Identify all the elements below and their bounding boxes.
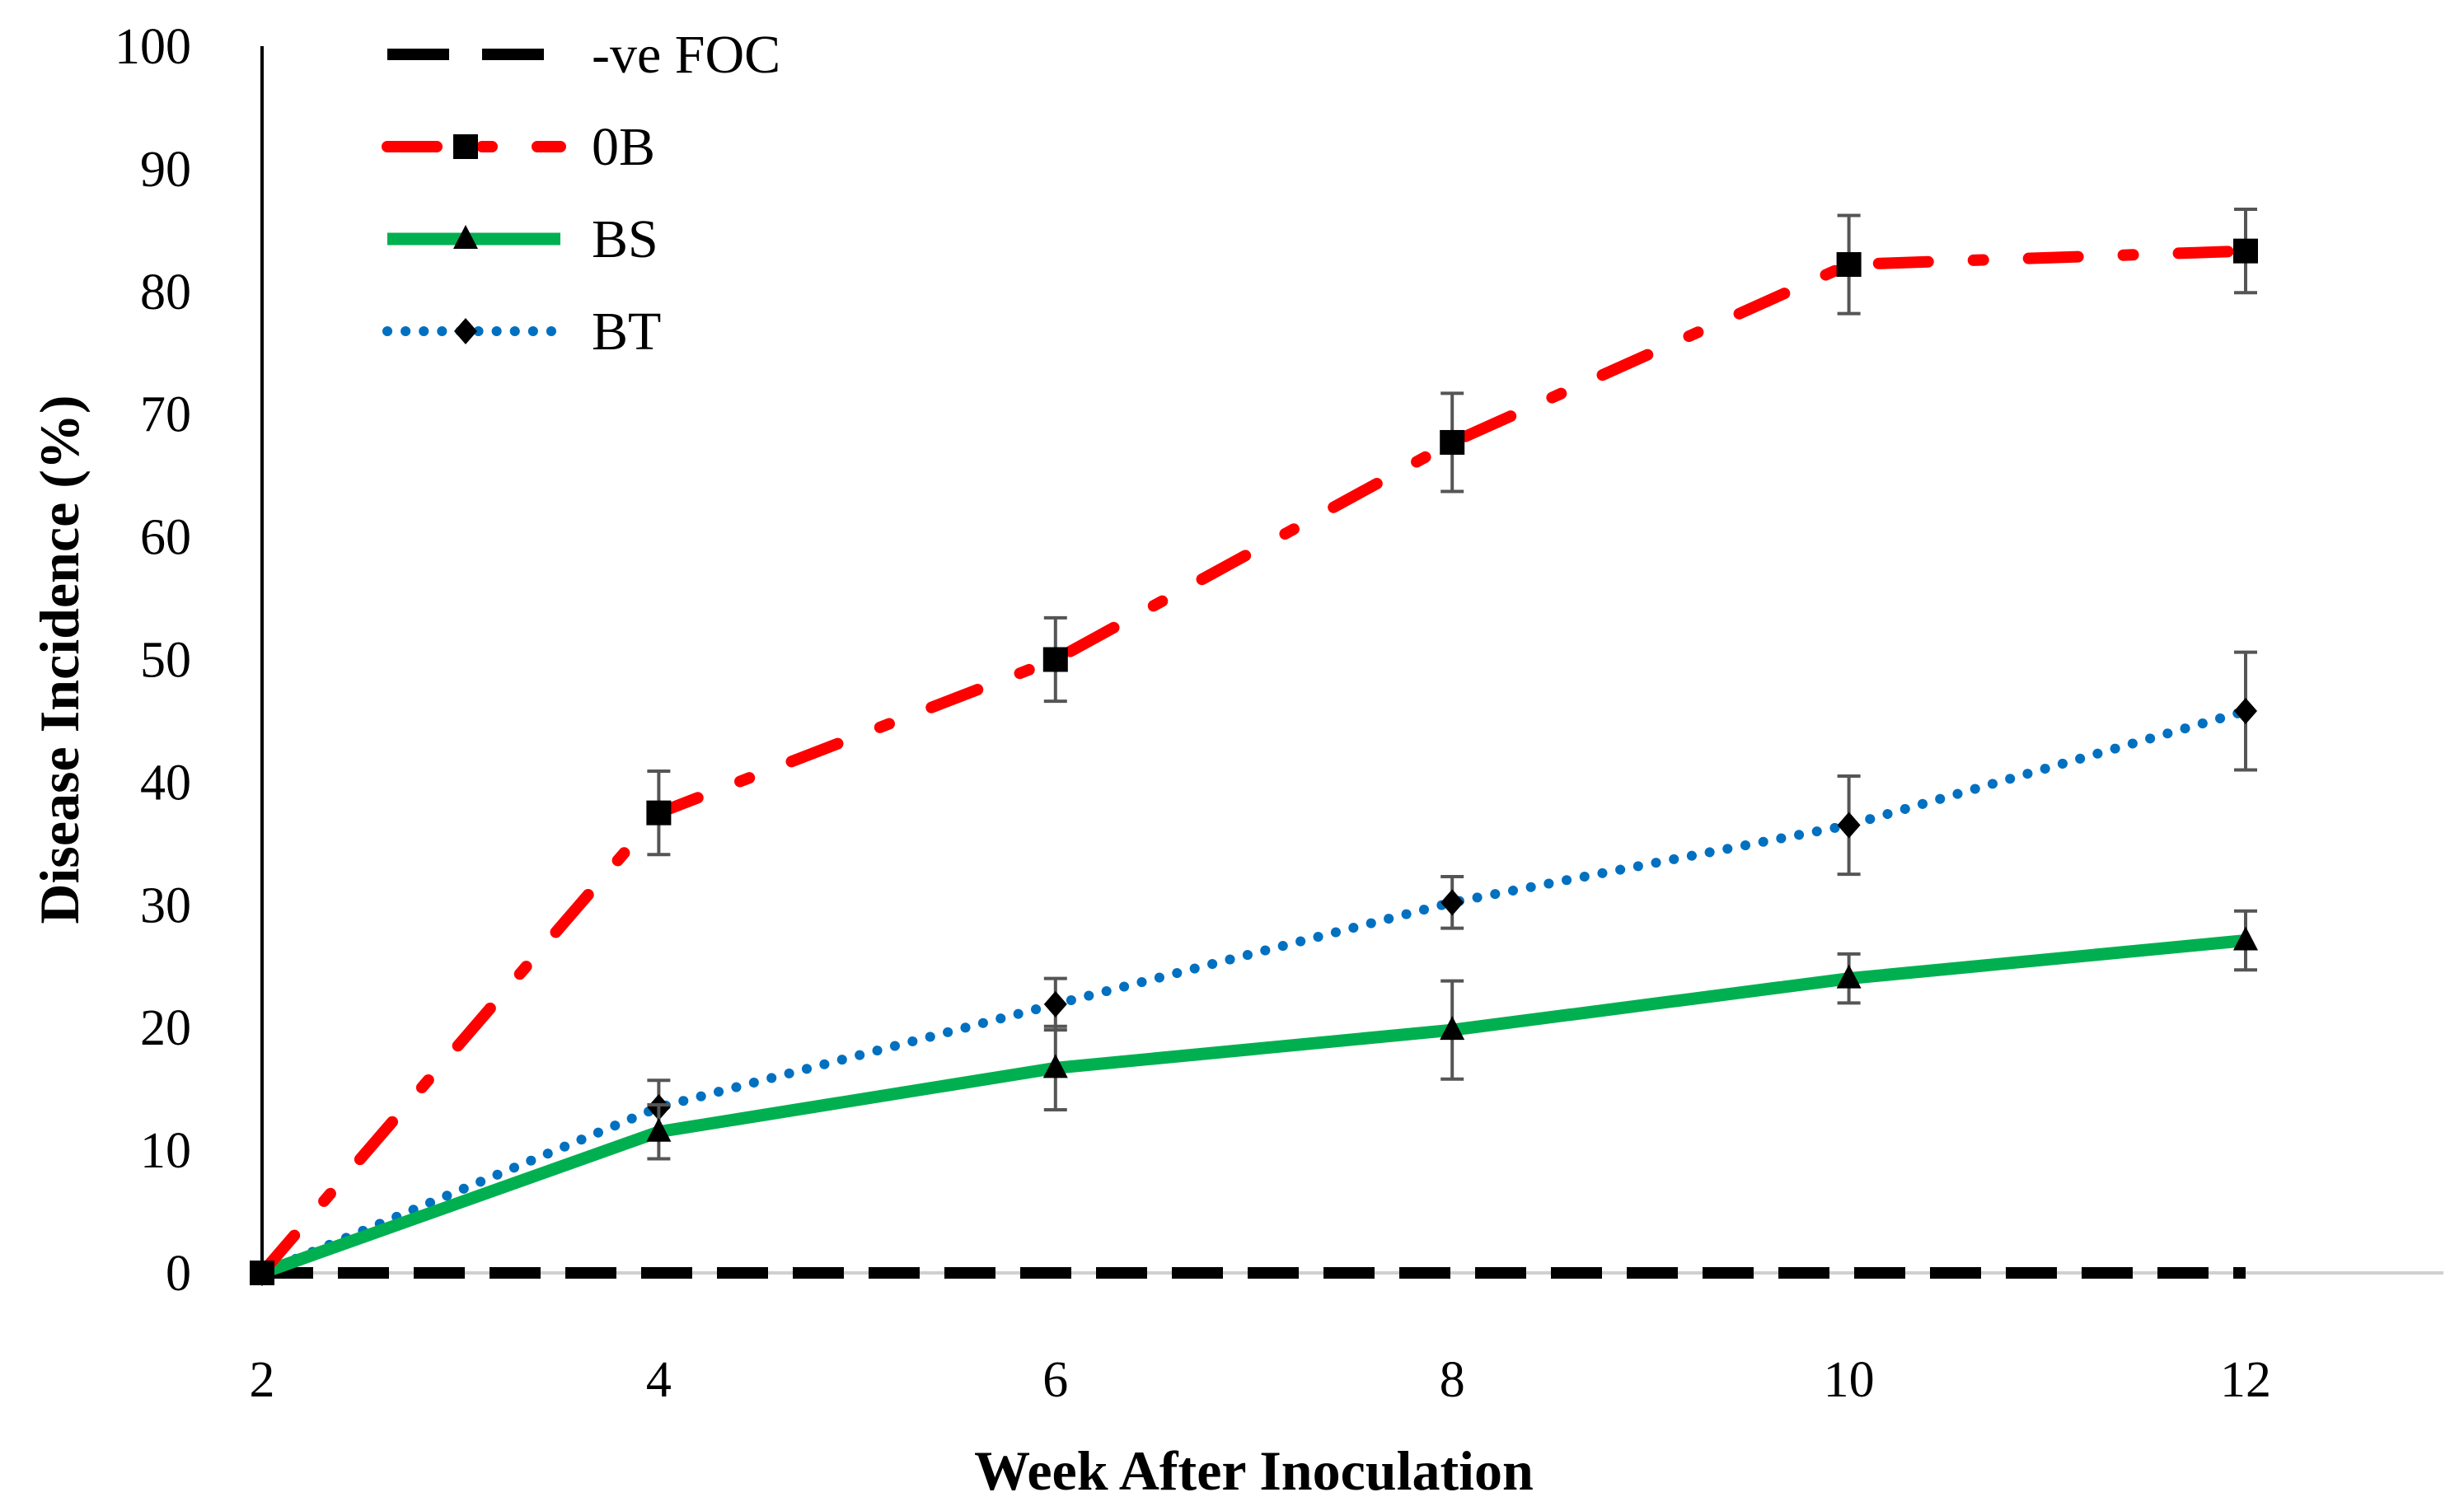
data-point — [1042, 647, 1068, 672]
data-point — [646, 800, 672, 826]
series-bs — [250, 909, 2258, 1283]
y-tick-label: 100 — [115, 19, 191, 75]
y-tick-label: 80 — [140, 264, 191, 320]
data-point — [1837, 812, 1861, 839]
y-tick-label: 20 — [140, 1000, 191, 1056]
legend-item-bs: BS — [387, 209, 658, 269]
data-point — [1440, 429, 1465, 455]
y-tick-label: 30 — [140, 877, 191, 933]
series-layer — [250, 208, 2258, 1286]
legend-label: 0B — [592, 117, 655, 177]
series-0b — [250, 208, 2258, 1285]
legend-label: BS — [592, 209, 658, 269]
y-tick-label: 40 — [140, 755, 191, 811]
data-point — [2233, 926, 2258, 951]
x-tick-labels: 2 4 6 8 10 12 — [250, 1352, 2272, 1408]
origin-point — [250, 1261, 274, 1285]
x-tick-label: 4 — [646, 1352, 672, 1408]
data-point — [1043, 990, 1067, 1017]
x-tick-label: 8 — [1440, 1352, 1465, 1408]
x-axis-title: Week After Inoculation — [974, 1439, 1534, 1502]
data-point — [646, 1117, 672, 1142]
y-tick-labels: 0 10 20 30 40 50 60 70 80 90 100 — [115, 19, 191, 1302]
legend-item-0b: 0B — [382, 117, 655, 177]
x-tick-label: 12 — [2220, 1352, 2271, 1408]
data-point — [1440, 889, 1464, 916]
legend-marker — [454, 318, 477, 344]
x-tick-label: 10 — [1824, 1352, 1875, 1408]
legend-label: -ve FOC — [592, 25, 780, 85]
y-tick-label: 60 — [140, 510, 191, 566]
data-point — [2233, 238, 2258, 264]
series-line — [256, 245, 2251, 1279]
series-line — [260, 934, 2246, 1279]
data-point — [2234, 698, 2257, 725]
legend-marker — [453, 134, 478, 159]
data-point — [1042, 1054, 1068, 1078]
legend-item-bt: BT — [382, 302, 661, 362]
y-tick-label: 50 — [140, 633, 191, 689]
data-point — [1836, 252, 1862, 278]
series-line — [257, 706, 2251, 1278]
axes — [260, 46, 2443, 1275]
y-tick-label: 0 — [166, 1246, 191, 1302]
legend-marker — [453, 225, 478, 249]
legend: -ve FOC 0B BS BT — [382, 25, 780, 362]
x-tick-label: 2 — [250, 1352, 275, 1408]
y-tick-label: 10 — [140, 1123, 191, 1179]
data-point — [1836, 964, 1862, 989]
y-tick-label: 90 — [140, 142, 191, 198]
data-point — [1440, 1016, 1465, 1041]
legend-item-vefoc: -ve FOC — [387, 25, 780, 85]
legend-label: BT — [592, 302, 661, 362]
y-axis-title: Disease Incidence (%) — [28, 395, 91, 924]
x-tick-label: 6 — [1042, 1352, 1068, 1408]
y-tick-label: 70 — [140, 387, 191, 443]
